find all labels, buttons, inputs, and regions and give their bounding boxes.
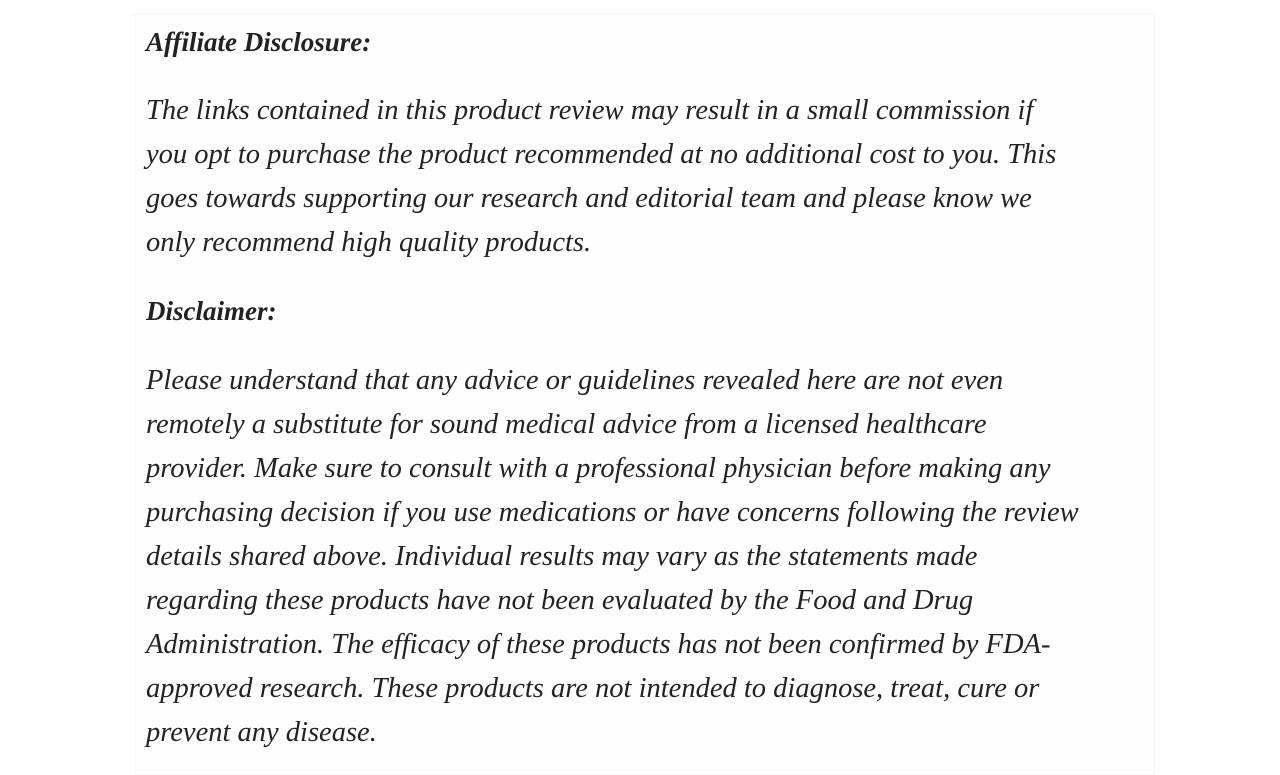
disclosure-container [135,13,1155,775]
affiliate-disclosure-heading: Affiliate Disclosure: [146,27,372,57]
affiliate-disclosure-text: The links contained in this product revi… [146,89,1056,265]
text-line: prevent any disease. [146,717,377,748]
text-line: approved research. These products are no… [146,673,1040,704]
text-line: remotely a substitute for sound medical … [146,409,987,440]
text-line: purchasing decision if you use medicatio… [146,497,1079,528]
text-line: only recommend high quality products. [146,227,592,258]
text-line: you opt to purchase the product recommen… [146,139,1057,170]
text-line: regarding these products have not been e… [146,585,974,616]
disclaimer-heading: Disclaimer: [146,296,277,326]
text-line: Please understand that any advice or gui… [146,365,1004,396]
text-line: details shared above. Individual results… [146,541,978,572]
text-line: The links contained in this product revi… [146,95,1034,126]
disclaimer-text: Please understand that any advice or gui… [146,359,1079,755]
text-line: Administration. The efficacy of these pr… [146,629,1051,660]
text-line: goes towards supporting our research and… [146,183,1032,214]
text-line: provider. Make sure to consult with a pr… [146,453,1051,484]
